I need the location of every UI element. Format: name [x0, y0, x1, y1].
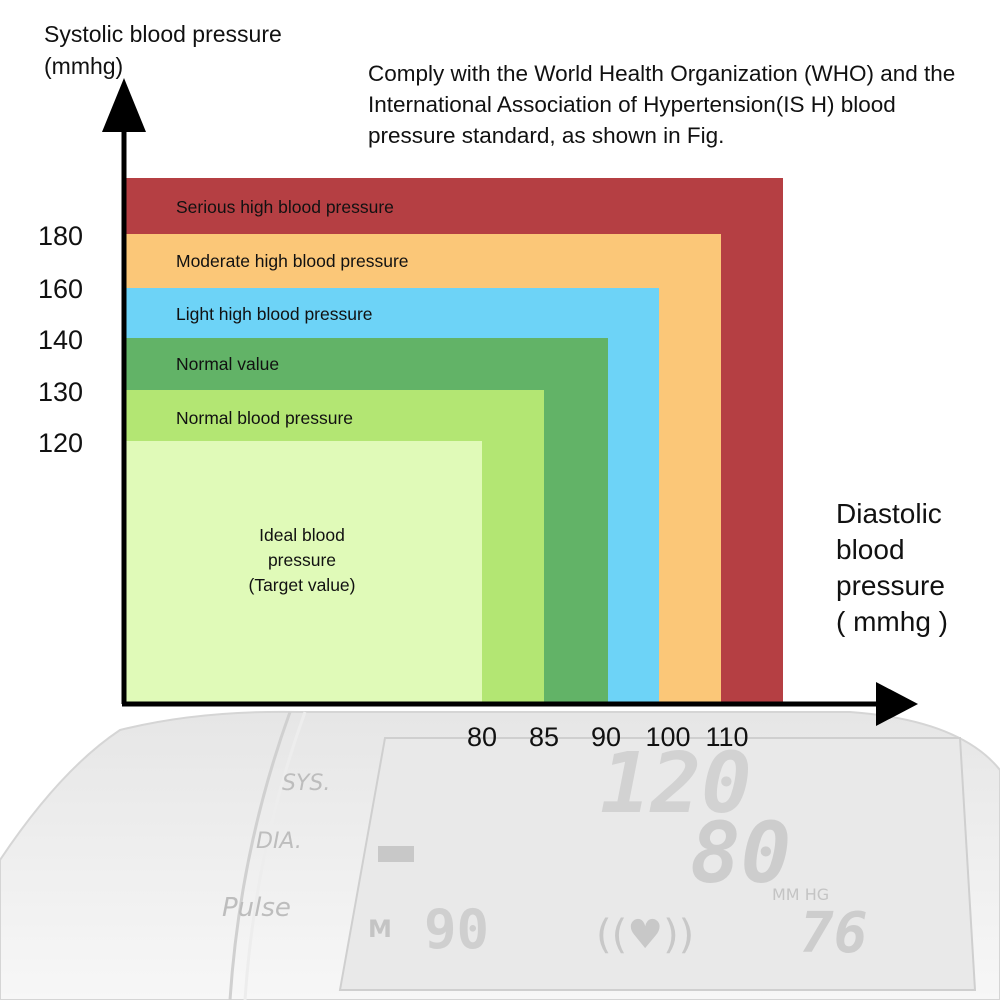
- x-axis-arrowhead: [876, 682, 918, 726]
- unit-label: MM HG: [772, 885, 829, 904]
- zone-label-ideal-line: pressure: [268, 550, 336, 570]
- sys-label: SYS.: [282, 771, 330, 796]
- x-tick-label: 110: [705, 722, 749, 752]
- memory-label: M: [368, 915, 392, 943]
- zone-ideal: [124, 441, 482, 704]
- lcd-screen: [338, 737, 977, 991]
- y-tick-label: 180: [38, 221, 84, 251]
- dia-label: DIA.: [256, 829, 302, 854]
- x-axis-title: Diastolic blood pressure( mmhg ): [836, 498, 948, 637]
- y-tick-label: 140: [38, 325, 84, 355]
- x-tick-label: 90: [590, 722, 622, 752]
- standard-note: Comply with the World Health Organizatio…: [368, 61, 956, 148]
- sys-reading: 120: [600, 734, 752, 832]
- y-tick-label: 120: [38, 428, 84, 458]
- y-axis-arrowhead: [102, 78, 146, 132]
- zone-labels: Serious high blood pressure Moderate hig…: [176, 197, 409, 595]
- pulse-label: Pulse: [222, 893, 291, 923]
- zone-label-normal-bp: Normal blood pressure: [176, 408, 353, 428]
- pulse-reading: 76: [800, 901, 867, 966]
- heart-icon: ((♥)): [596, 912, 694, 958]
- x-tick-label: 100: [645, 722, 691, 752]
- zone-label-ideal-line: Ideal blood: [259, 525, 345, 545]
- zone-label-light-high: Light high blood pressure: [176, 304, 373, 324]
- zones: [124, 178, 783, 704]
- y-tick-label: 160: [38, 274, 84, 304]
- zone-label-moderate-high: Moderate high blood pressure: [176, 251, 409, 271]
- y-axis-title: Systolic blood pressure (mmhg): [44, 21, 282, 79]
- dia-reading: 80: [690, 804, 791, 902]
- zone-label-serious-high: Serious high blood pressure: [176, 197, 394, 217]
- dia-indicator: [378, 846, 414, 862]
- x-tick-label: 85: [528, 722, 560, 752]
- zone-label-normal-value: Normal value: [176, 354, 279, 374]
- monitor-device: SYS. DIA. Pulse 120 80 MM HG M 90 ((♥)) …: [0, 710, 1000, 1000]
- zone-label-ideal-line: (Target value): [249, 575, 356, 595]
- zone-label-ideal: Ideal blood pressure (Target value): [249, 525, 356, 595]
- y-tick-label: 130: [38, 377, 84, 407]
- x-tick-label: 80: [466, 722, 498, 752]
- memory-reading: 90: [424, 898, 489, 961]
- axes: [102, 78, 918, 726]
